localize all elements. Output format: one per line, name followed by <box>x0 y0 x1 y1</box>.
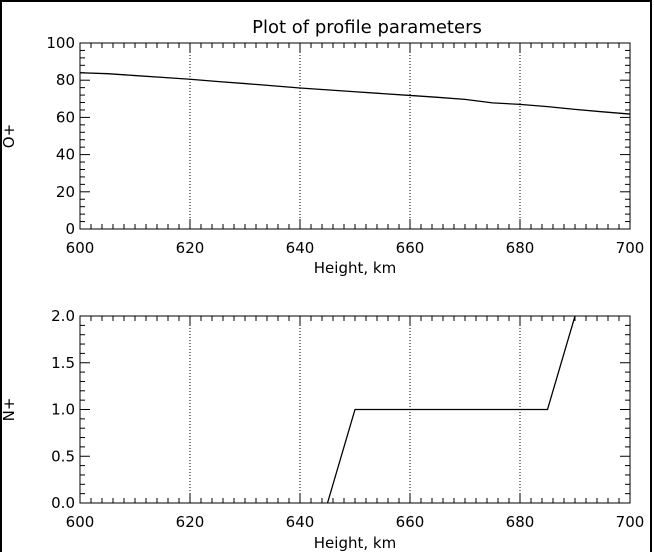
o-plus-x-tick-label: 640 <box>286 239 315 257</box>
o-plus-y-tick-label: 40 <box>56 146 75 164</box>
o-plus-x-axis-label: Height, km <box>314 259 396 277</box>
n-plus-x-tick-label: 600 <box>66 513 95 531</box>
n-plus-y-tick-label: 2.0 <box>51 307 75 325</box>
o-plus-panel: 600 620 640 660 680 700 0 20 40 60 80 100 Height, km… <box>0 34 644 277</box>
o-plus-y-tick-label: 0 <box>65 220 75 238</box>
n-plus-y-tick-label: 1.5 <box>51 354 75 372</box>
n-plus-y-tick-label: 0.5 <box>51 447 75 465</box>
o-plus-series-line <box>80 72 630 115</box>
n-plus-x-tick-label: 660 <box>396 513 425 531</box>
o-plus-x-tick-label: 620 <box>176 239 205 257</box>
n-plus-x-axis-label: Height, km <box>314 534 396 552</box>
n-plus-y-axis-label: N+ <box>0 398 18 422</box>
o-plus-axes-frame <box>79 42 631 230</box>
n-plus-y-tick-label: 1.0 <box>51 401 75 419</box>
n-plus-x-tick-label: 700 <box>616 513 645 531</box>
o-plus-y-tick-label: 100 <box>46 34 75 52</box>
n-plus-x-tick-label: 640 <box>286 513 315 531</box>
n-plus-series-line <box>326 316 576 503</box>
o-plus-y-tick-label: 80 <box>56 71 75 89</box>
o-plus-y-tick-label: 60 <box>56 108 75 126</box>
o-plus-x-tick-label: 600 <box>66 239 95 257</box>
o-plus-x-tick-label: 700 <box>616 239 645 257</box>
o-plus-x-tick-label: 660 <box>396 239 425 257</box>
o-plus-x-tick-label: 680 <box>506 239 535 257</box>
figure-title: Plot of profile parameters <box>252 17 482 38</box>
o-plus-y-tick-label: 20 <box>56 183 75 201</box>
n-plus-x-tick-label: 680 <box>506 513 535 531</box>
o-plus-y-axis-label: O+ <box>0 124 18 148</box>
n-plus-x-tick-label: 620 <box>176 513 205 531</box>
n-plus-y-tick-label: 0.0 <box>51 494 75 512</box>
n-plus-panel: 600 620 640 660 680 700 0.0 0.5 1.0 1.5 2.0 Height,… <box>0 307 644 552</box>
